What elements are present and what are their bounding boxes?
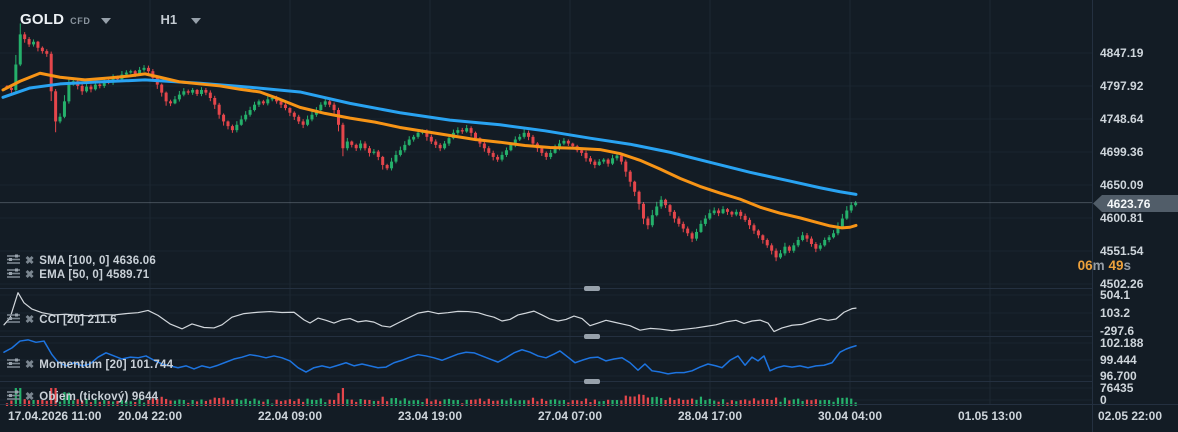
current-price-value: 4623.76 xyxy=(1107,196,1151,211)
price-axis-label: 4847.19 xyxy=(1100,46,1144,60)
indicator-settings-icon[interactable] xyxy=(7,252,20,270)
ema-line xyxy=(1,71,858,230)
time-axis-label: 30.04 04:00 xyxy=(817,409,883,423)
countdown-seconds: 49 xyxy=(1108,258,1124,273)
legend-row-sma: ✖ SMA [100, 0] 4636.06 xyxy=(7,252,156,270)
time-axis-label: 27.04 07:00 xyxy=(537,409,603,423)
candle-countdown: 06m 49s xyxy=(1077,258,1131,273)
time-axis-label: 28.04 17:00 xyxy=(677,409,743,423)
indicator-label: EMA [50, 0] 4589.71 xyxy=(39,269,150,281)
time-axis-label: 22.04 09:00 xyxy=(257,409,323,423)
sma-line xyxy=(1,78,858,196)
indicator-label: Objem (tickový) 9644 xyxy=(39,391,159,403)
pane-separator-momentum-volume[interactable] xyxy=(0,381,1092,382)
symbol-name: GOLD xyxy=(20,11,65,28)
legend-row-volume: ✖ Objem (tickový) 9644 xyxy=(7,388,158,406)
pane-resize-handle[interactable] xyxy=(584,379,600,384)
indicator-axis-label: 96.700 xyxy=(1100,369,1137,383)
timeframe-label[interactable]: H1 xyxy=(160,12,178,27)
timeframe-dropdown-caret-icon[interactable] xyxy=(191,17,202,24)
candle-bodies xyxy=(5,34,858,258)
momentum-line xyxy=(3,339,857,375)
indicator-label: Momentum [20] 101.744 xyxy=(39,359,174,371)
indicator-remove-icon[interactable]: ✖ xyxy=(25,268,35,281)
indicator-remove-icon[interactable]: ✖ xyxy=(25,313,35,326)
pane-separator-main-cci[interactable] xyxy=(0,288,1092,289)
indicator-settings-icon[interactable] xyxy=(7,356,20,374)
time-axis-label: 20.04 22:00 xyxy=(117,409,183,423)
indicator-label: CCI [20] 211.6 xyxy=(39,314,117,326)
indicator-settings-icon[interactable] xyxy=(7,388,20,406)
indicator-remove-icon[interactable]: ✖ xyxy=(25,254,35,267)
volume-bars xyxy=(5,388,857,406)
indicator-axis-label: -297.6 xyxy=(1100,324,1135,338)
instrument-type-badge: CFD xyxy=(70,15,91,26)
price-axis-label: 4600.81 xyxy=(1100,211,1144,225)
price-axis-label: 4699.36 xyxy=(1100,145,1144,159)
pane-resize-handle[interactable] xyxy=(584,334,600,339)
time-axis-label: 02.05 22:00 xyxy=(1097,409,1163,423)
indicator-axis-label: 99.444 xyxy=(1100,353,1137,367)
legend-row-ema: ✖ EMA [50, 0] 4589.71 xyxy=(7,266,149,284)
chart-header: GOLD CFD H1 xyxy=(20,11,202,28)
indicator-axis-label: 0 xyxy=(1100,393,1107,407)
price-axis-border xyxy=(1092,0,1093,432)
price-axis-label: 4650.09 xyxy=(1100,178,1144,192)
price-axis-label: 4502.26 xyxy=(1100,277,1144,291)
indicator-axis-label: 103.2 xyxy=(1100,306,1131,320)
pane-resize-handle[interactable] xyxy=(584,286,600,291)
indicator-remove-icon[interactable]: ✖ xyxy=(25,390,35,403)
indicator-remove-icon[interactable]: ✖ xyxy=(25,358,35,371)
pane-separator-cci-momentum[interactable] xyxy=(0,336,1092,337)
indicator-label: SMA [100, 0] 4636.06 xyxy=(39,255,156,267)
time-axis-label: 17.04.2026 11:00 xyxy=(8,409,102,423)
legend-row-cci: ✖ CCI [20] 211.6 xyxy=(7,311,117,329)
indicator-axis-label: 504.1 xyxy=(1100,288,1131,302)
symbol-dropdown-caret-icon[interactable] xyxy=(101,17,112,24)
countdown-minutes: 06 xyxy=(1077,258,1093,273)
indicator-axis-label: 102.188 xyxy=(1100,336,1144,350)
indicator-settings-icon[interactable] xyxy=(7,266,20,284)
price-axis-label: 4551.54 xyxy=(1100,244,1144,258)
time-axis-label: 01.05 13:00 xyxy=(957,409,1023,423)
candle-wicks xyxy=(6,23,857,262)
indicator-axis-label: 76435 xyxy=(1100,381,1134,395)
price-axis-label: 4797.92 xyxy=(1100,79,1144,93)
cci-line xyxy=(3,292,857,333)
indicator-settings-icon[interactable] xyxy=(7,311,20,329)
legend-row-momentum: ✖ Momentum [20] 101.744 xyxy=(7,356,173,374)
price-axis-label: 4748.64 xyxy=(1100,112,1144,126)
time-axis-label: 23.04 19:00 xyxy=(397,409,463,423)
current-price-tag: 4623.76 xyxy=(1093,195,1178,212)
time-axis-border xyxy=(0,404,1178,405)
